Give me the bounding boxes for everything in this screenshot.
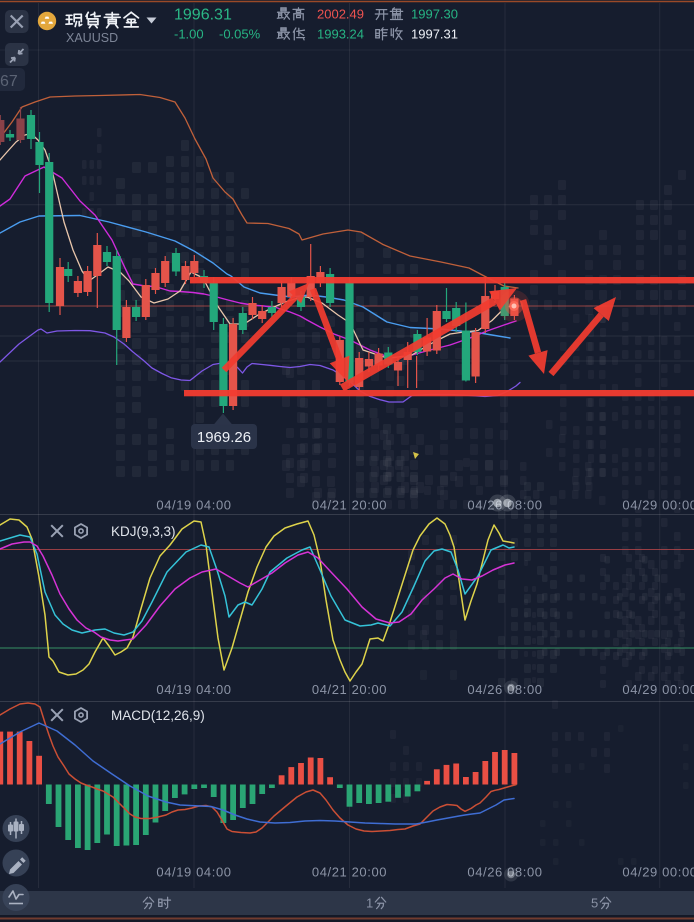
svg-text:MACD(12,26,9): MACD(12,26,9) [111,708,205,723]
svg-text:04/29 00:00: 04/29 00:00 [622,682,694,697]
svg-text:1969.26: 1969.26 [197,429,251,446]
svg-text:-0.05%: -0.05% [219,27,261,42]
svg-text:1996.31: 1996.31 [174,7,232,24]
svg-text:5: 5 [591,896,598,911]
svg-text:04/19 04:00: 04/19 04:00 [156,865,231,880]
svg-text:04/21 20:00: 04/21 20:00 [312,682,387,697]
svg-text:04/21 20:00: 04/21 20:00 [312,865,387,880]
svg-text:04/26 08:00: 04/26 08:00 [467,865,542,880]
svg-text:67: 67 [0,73,18,90]
svg-text:04/19 04:00: 04/19 04:00 [156,682,231,697]
svg-text:XAUUSD: XAUUSD [66,31,118,45]
svg-text:1: 1 [366,896,373,911]
svg-text:-1.00: -1.00 [174,27,204,42]
svg-text:04/26 08:00: 04/26 08:00 [467,682,542,697]
svg-text:KDJ(9,3,3): KDJ(9,3,3) [111,524,176,539]
svg-text:04/29 00:00: 04/29 00:00 [622,498,694,513]
svg-text:1997.30: 1997.30 [411,7,458,22]
svg-text:04/19 04:00: 04/19 04:00 [156,498,231,513]
svg-text:1993.24: 1993.24 [317,27,364,42]
svg-text:1997.31: 1997.31 [411,27,458,42]
svg-text:04/21 20:00: 04/21 20:00 [312,498,387,513]
svg-text:04/29 00:00: 04/29 00:00 [622,865,694,880]
svg-text:2002.49: 2002.49 [317,7,364,22]
